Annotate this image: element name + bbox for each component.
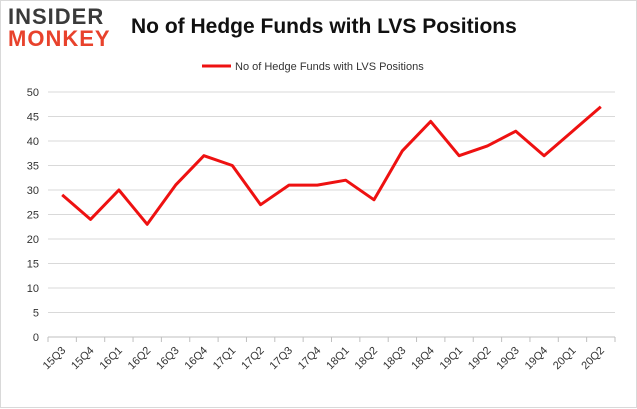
x-tick-label: 19Q4 [523, 345, 551, 373]
x-tick-label: 16Q2 [126, 345, 154, 373]
axes [48, 337, 615, 342]
legend: No of Hedge Funds with LVS Positions [202, 61, 424, 73]
y-tick-label: 45 [27, 112, 39, 124]
x-tick-label: 16Q4 [183, 345, 211, 373]
x-tick-label: 15Q3 [41, 345, 69, 373]
y-tick-label: 25 [27, 210, 39, 222]
x-tick-label: 16Q1 [97, 345, 125, 373]
y-tick-label: 40 [27, 136, 39, 148]
y-tick-label: 0 [33, 332, 39, 344]
x-tick-label: 18Q1 [324, 345, 352, 373]
y-tick-label: 15 [27, 259, 39, 271]
gridlines [48, 92, 615, 313]
x-tick-label: 18Q3 [381, 345, 409, 373]
y-tick-label: 30 [27, 185, 39, 197]
x-tick-label: 19Q2 [466, 345, 494, 373]
x-tick-label: 17Q2 [239, 345, 267, 373]
x-tick-label: 19Q1 [438, 345, 466, 373]
x-tick-label: 18Q2 [353, 345, 381, 373]
y-tick-label: 50 [27, 87, 39, 99]
y-tick-label: 10 [27, 283, 39, 295]
x-tick-label: 17Q1 [211, 345, 239, 373]
y-tick-label: 20 [27, 234, 39, 246]
legend-label: No of Hedge Funds with LVS Positions [235, 61, 424, 73]
x-tick-label: 17Q4 [296, 345, 324, 373]
x-tick-label: 20Q1 [551, 345, 579, 373]
y-tick-label: 35 [27, 161, 39, 173]
x-tick-label: 15Q4 [69, 345, 97, 373]
y-axis-ticks: 0 5 10 15 20 25 30 35 40 45 50 [27, 87, 39, 344]
x-tick-label: 17Q3 [268, 345, 296, 373]
x-tick-label: 16Q3 [154, 345, 182, 373]
x-tick-label: 19Q3 [494, 345, 522, 373]
y-tick-label: 5 [33, 308, 39, 320]
x-tick-label: 18Q4 [409, 345, 437, 373]
x-tick-label: 20Q2 [579, 345, 607, 373]
